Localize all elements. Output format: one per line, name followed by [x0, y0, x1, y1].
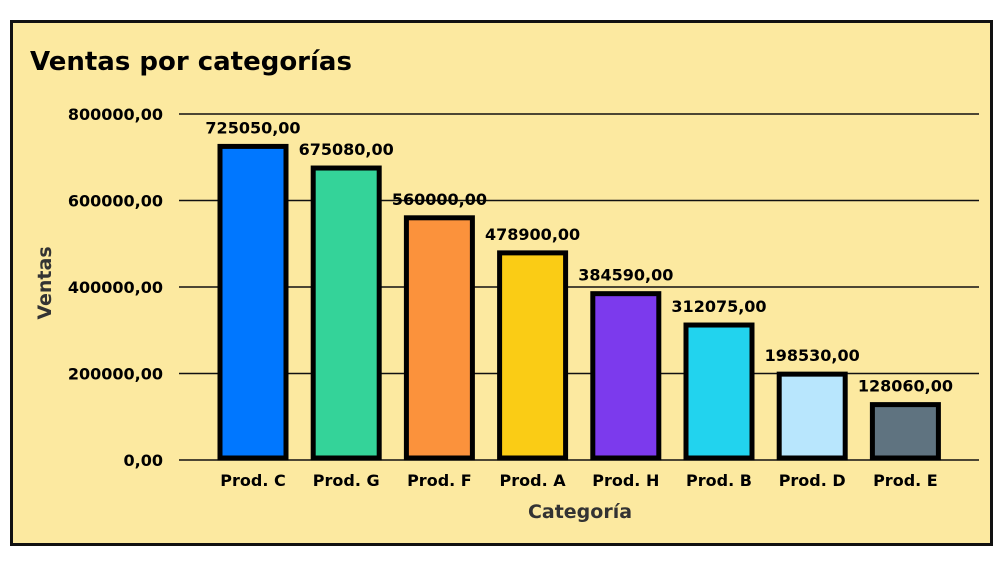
- y-tick-label: 400000,00: [68, 278, 163, 297]
- bar[interactable]: [217, 143, 289, 461]
- bar[interactable]: [310, 165, 382, 461]
- x-tick-label: Prod. E: [873, 471, 938, 490]
- y-tick-label: 800000,00: [68, 105, 163, 124]
- x-tick-label: Prod. G: [313, 471, 380, 490]
- y-tick-label: 600000,00: [68, 192, 163, 211]
- x-axis-title: Categoría: [528, 501, 632, 523]
- x-tick-label: Prod. F: [407, 471, 472, 490]
- data-label: 312075,00: [671, 297, 766, 316]
- data-label: 384590,00: [578, 266, 673, 285]
- y-tick-label: 200000,00: [68, 365, 163, 384]
- data-label: 725050,00: [205, 118, 300, 137]
- bar[interactable]: [497, 250, 569, 461]
- data-label: 560000,00: [392, 190, 487, 209]
- x-tick-label: Prod. C: [220, 471, 285, 490]
- x-tick-label: Prod. D: [779, 471, 846, 490]
- data-label: 198530,00: [765, 346, 860, 365]
- data-label: 128060,00: [858, 377, 953, 396]
- bar[interactable]: [683, 322, 755, 461]
- x-tick-label: Prod. H: [592, 471, 659, 490]
- y-tick-label: 0,00: [124, 451, 163, 470]
- bar[interactable]: [776, 371, 848, 461]
- data-label: 478900,00: [485, 225, 580, 244]
- y-axis-title: Ventas: [34, 246, 56, 319]
- x-tick-label: Prod. B: [686, 471, 752, 490]
- chart-title: Ventas por categorías: [30, 47, 352, 77]
- data-label: 675080,00: [299, 140, 394, 159]
- bar[interactable]: [869, 402, 941, 461]
- bar[interactable]: [590, 291, 662, 461]
- bar[interactable]: [403, 215, 475, 461]
- x-tick-label: Prod. A: [500, 471, 567, 490]
